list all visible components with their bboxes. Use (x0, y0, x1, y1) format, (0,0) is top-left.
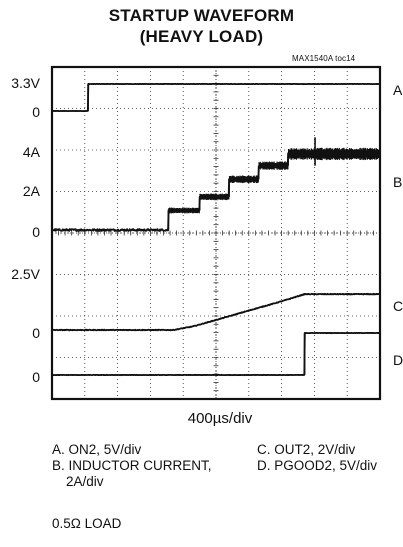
series-a (51, 82, 381, 113)
chart-title: STARTUP WAVEFORM (108, 6, 295, 25)
scope-traces (51, 82, 381, 377)
channel-label-c: C (393, 298, 403, 314)
legend-c: C. OUT2, 2V/div (257, 442, 356, 457)
tick-label-a-zero: 0 (32, 104, 40, 120)
series-b (51, 137, 381, 232)
tick-label-a-3v3: 3.3V (11, 75, 40, 91)
x-axis-label: 400µs/div (187, 410, 253, 427)
ripple-b (168, 147, 381, 214)
channel-label-b: B (393, 174, 403, 190)
figure-tag: MAX1540A toc14 (292, 54, 356, 63)
trace-d (51, 331, 381, 377)
series-d (51, 331, 381, 377)
tick-label-b-4a: 4A (22, 144, 40, 160)
tick-label-c-2v5: 2.5V (11, 266, 40, 282)
series-c (51, 292, 381, 332)
tick-label-b-2a: 2A (22, 183, 40, 199)
legend-b-line1: B. INDUCTOR CURRENT, (52, 458, 212, 473)
tick-label-b-zero: 0 (32, 224, 40, 240)
tick-label-c-zero: 0 (32, 325, 40, 341)
load-note: 0.5Ω LOAD (52, 516, 122, 531)
tick-label-d-zero: 0 (32, 369, 40, 385)
legend-b-line2: 2A/div (66, 474, 104, 489)
trace-c (51, 292, 381, 332)
chart-subtitle: (HEAVY LOAD) (139, 27, 264, 46)
scope-plot (50, 65, 382, 401)
channel-label-a: A (393, 82, 403, 98)
scope-grid (52, 67, 380, 399)
legend-a: A. ON2, 5V/div (52, 442, 142, 457)
legend-d: D. PGOOD2, 5V/div (257, 458, 378, 473)
trace-a (51, 82, 381, 113)
channel-label-d: D (393, 352, 403, 368)
scope-frame (50, 65, 382, 401)
